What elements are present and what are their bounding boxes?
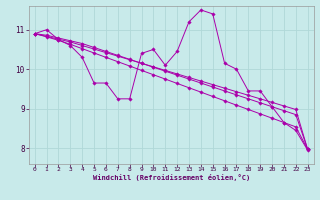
X-axis label: Windchill (Refroidissement éolien,°C): Windchill (Refroidissement éolien,°C) xyxy=(92,174,250,181)
